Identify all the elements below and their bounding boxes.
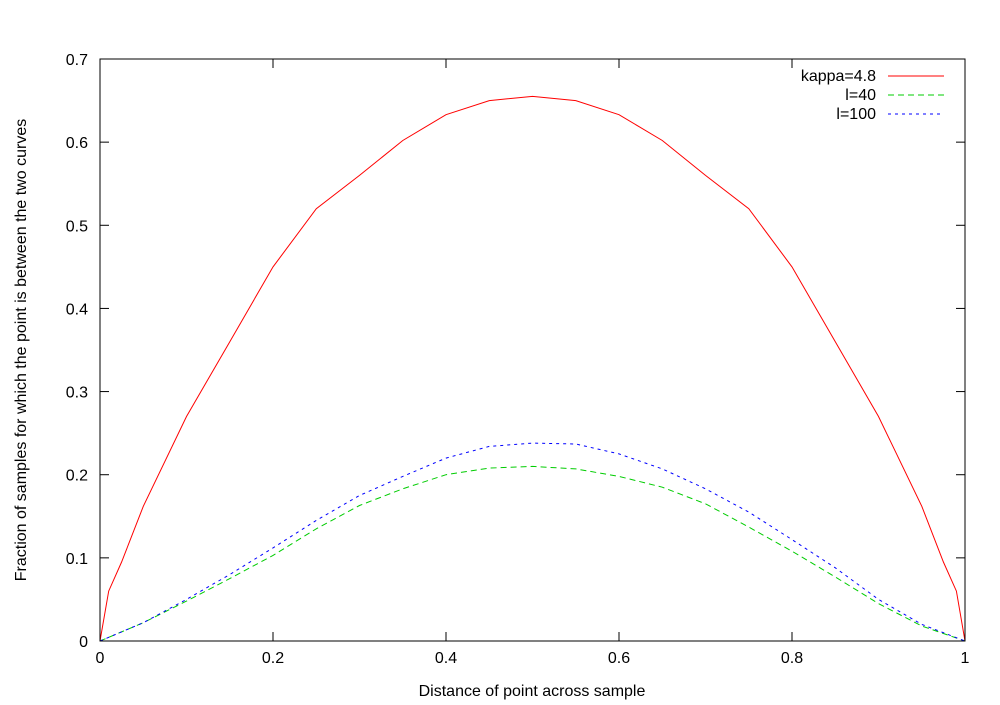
x-axis-label: Distance of point across sample bbox=[419, 683, 646, 700]
series-line-2 bbox=[99, 442, 966, 642]
x-tick-label: 0.4 bbox=[435, 650, 457, 667]
series-line-0 bbox=[99, 95, 966, 642]
axis-ticks: 0 0.2 0.4 0.6 0.8 1 0 0.1 0.2 0.3 0.4 0.5 0.6 0.7 bbox=[66, 52, 970, 667]
series-line-1 bbox=[99, 465, 966, 642]
y-tick-label: 0.4 bbox=[66, 301, 88, 318]
legend-label: l=40 bbox=[845, 87, 876, 104]
y-tick-label: 0 bbox=[79, 634, 88, 651]
plot-border bbox=[99, 58, 966, 642]
y-tick-label: 0.1 bbox=[66, 551, 88, 568]
y-tick-label: 0.7 bbox=[66, 52, 88, 69]
y-tick-label: 0.2 bbox=[66, 468, 88, 485]
y-tick-label: 0.5 bbox=[66, 218, 88, 235]
y-axis-label: Fraction of samples for which the point … bbox=[13, 119, 30, 581]
legend: kappa=4.8 l=40 l=100 bbox=[801, 68, 944, 123]
legend-label: kappa=4.8 bbox=[801, 68, 876, 85]
y-tick-label: 0.3 bbox=[66, 385, 88, 402]
series-group bbox=[99, 95, 966, 642]
x-tick-label: 0.2 bbox=[262, 650, 284, 667]
x-tick-label: 0 bbox=[96, 650, 105, 667]
x-tick-label: 0.8 bbox=[781, 650, 803, 667]
x-tick-label: 0.6 bbox=[608, 650, 630, 667]
y-tick-label: 0.6 bbox=[66, 135, 88, 152]
x-tick-label: 1 bbox=[961, 650, 970, 667]
legend-label: l=100 bbox=[836, 106, 876, 123]
